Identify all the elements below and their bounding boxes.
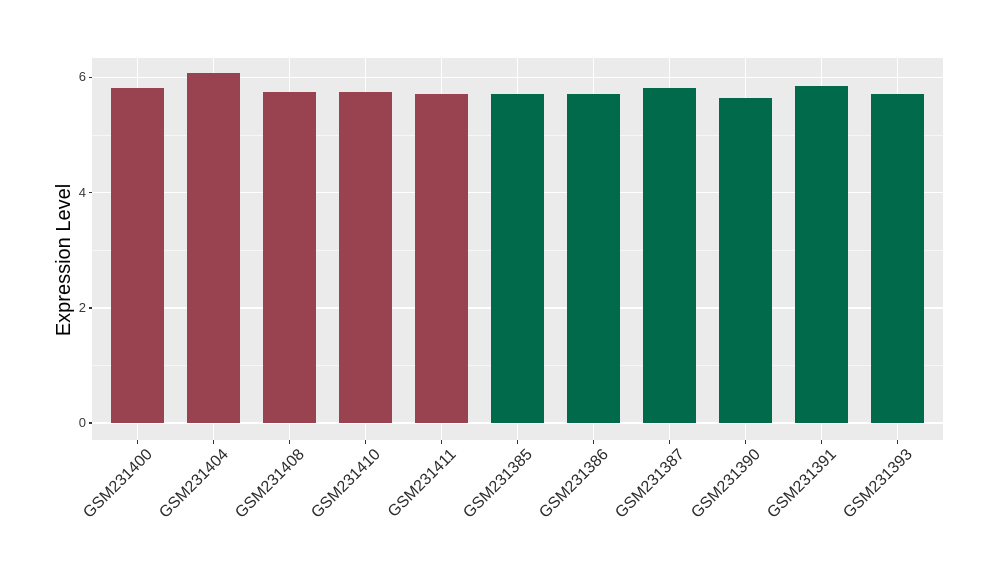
x-tick-GSM231385	[516, 440, 519, 444]
bar-GSM231393	[871, 94, 925, 423]
x-tick-label-GSM231410: GSM231410	[308, 446, 384, 522]
x-tick-label-GSM231387: GSM231387	[612, 446, 688, 522]
y-tick-6	[88, 76, 92, 79]
bar-GSM231391	[795, 86, 849, 423]
x-tick-GSM231386	[592, 440, 595, 444]
y-tick-4	[88, 191, 92, 194]
x-tick-label-GSM231404: GSM231404	[156, 446, 232, 522]
x-tick-label-GSM231393: GSM231393	[840, 446, 916, 522]
bar-GSM231404	[187, 73, 241, 423]
bar-GSM231387	[643, 88, 697, 423]
plot-panel	[92, 58, 943, 440]
x-tick-GSM231393	[896, 440, 899, 444]
y-tick-label-6: 6	[78, 69, 86, 85]
x-tick-label-GSM231390: GSM231390	[688, 446, 764, 522]
y-tick-0	[88, 422, 92, 424]
x-tick-label-GSM231385: GSM231385	[460, 446, 536, 522]
x-tick-label-GSM231386: GSM231386	[536, 446, 612, 522]
x-tick-GSM231404	[212, 440, 215, 444]
x-tick-label-GSM231391: GSM231391	[764, 446, 840, 522]
bar-GSM231400	[111, 88, 165, 423]
bar-GSM231385	[491, 93, 545, 423]
y-tick-label-0: 0	[78, 415, 86, 430]
bar-GSM231390	[719, 98, 773, 423]
bar-GSM231411	[415, 94, 469, 423]
bar-GSM231408	[263, 92, 317, 423]
x-tick-GSM231411	[440, 440, 443, 444]
x-tick-label-GSM231400: GSM231400	[80, 446, 156, 522]
x-tick-label-GSM231411: GSM231411	[384, 446, 460, 521]
bar-GSM231410	[339, 91, 393, 423]
y-tick-label-4: 4	[78, 184, 86, 200]
x-tick-GSM231408	[288, 440, 291, 444]
x-tick-GSM231410	[364, 440, 367, 444]
bar-GSM231386	[567, 93, 621, 423]
y-tick-2	[88, 307, 92, 309]
x-tick-GSM231390	[744, 440, 747, 444]
x-tick-GSM231391	[820, 440, 823, 444]
x-tick-GSM231387	[668, 440, 671, 444]
y-tick-label-2: 2	[78, 299, 86, 315]
x-tick-GSM231400	[136, 440, 139, 444]
x-tick-label-GSM231408: GSM231408	[232, 446, 308, 522]
